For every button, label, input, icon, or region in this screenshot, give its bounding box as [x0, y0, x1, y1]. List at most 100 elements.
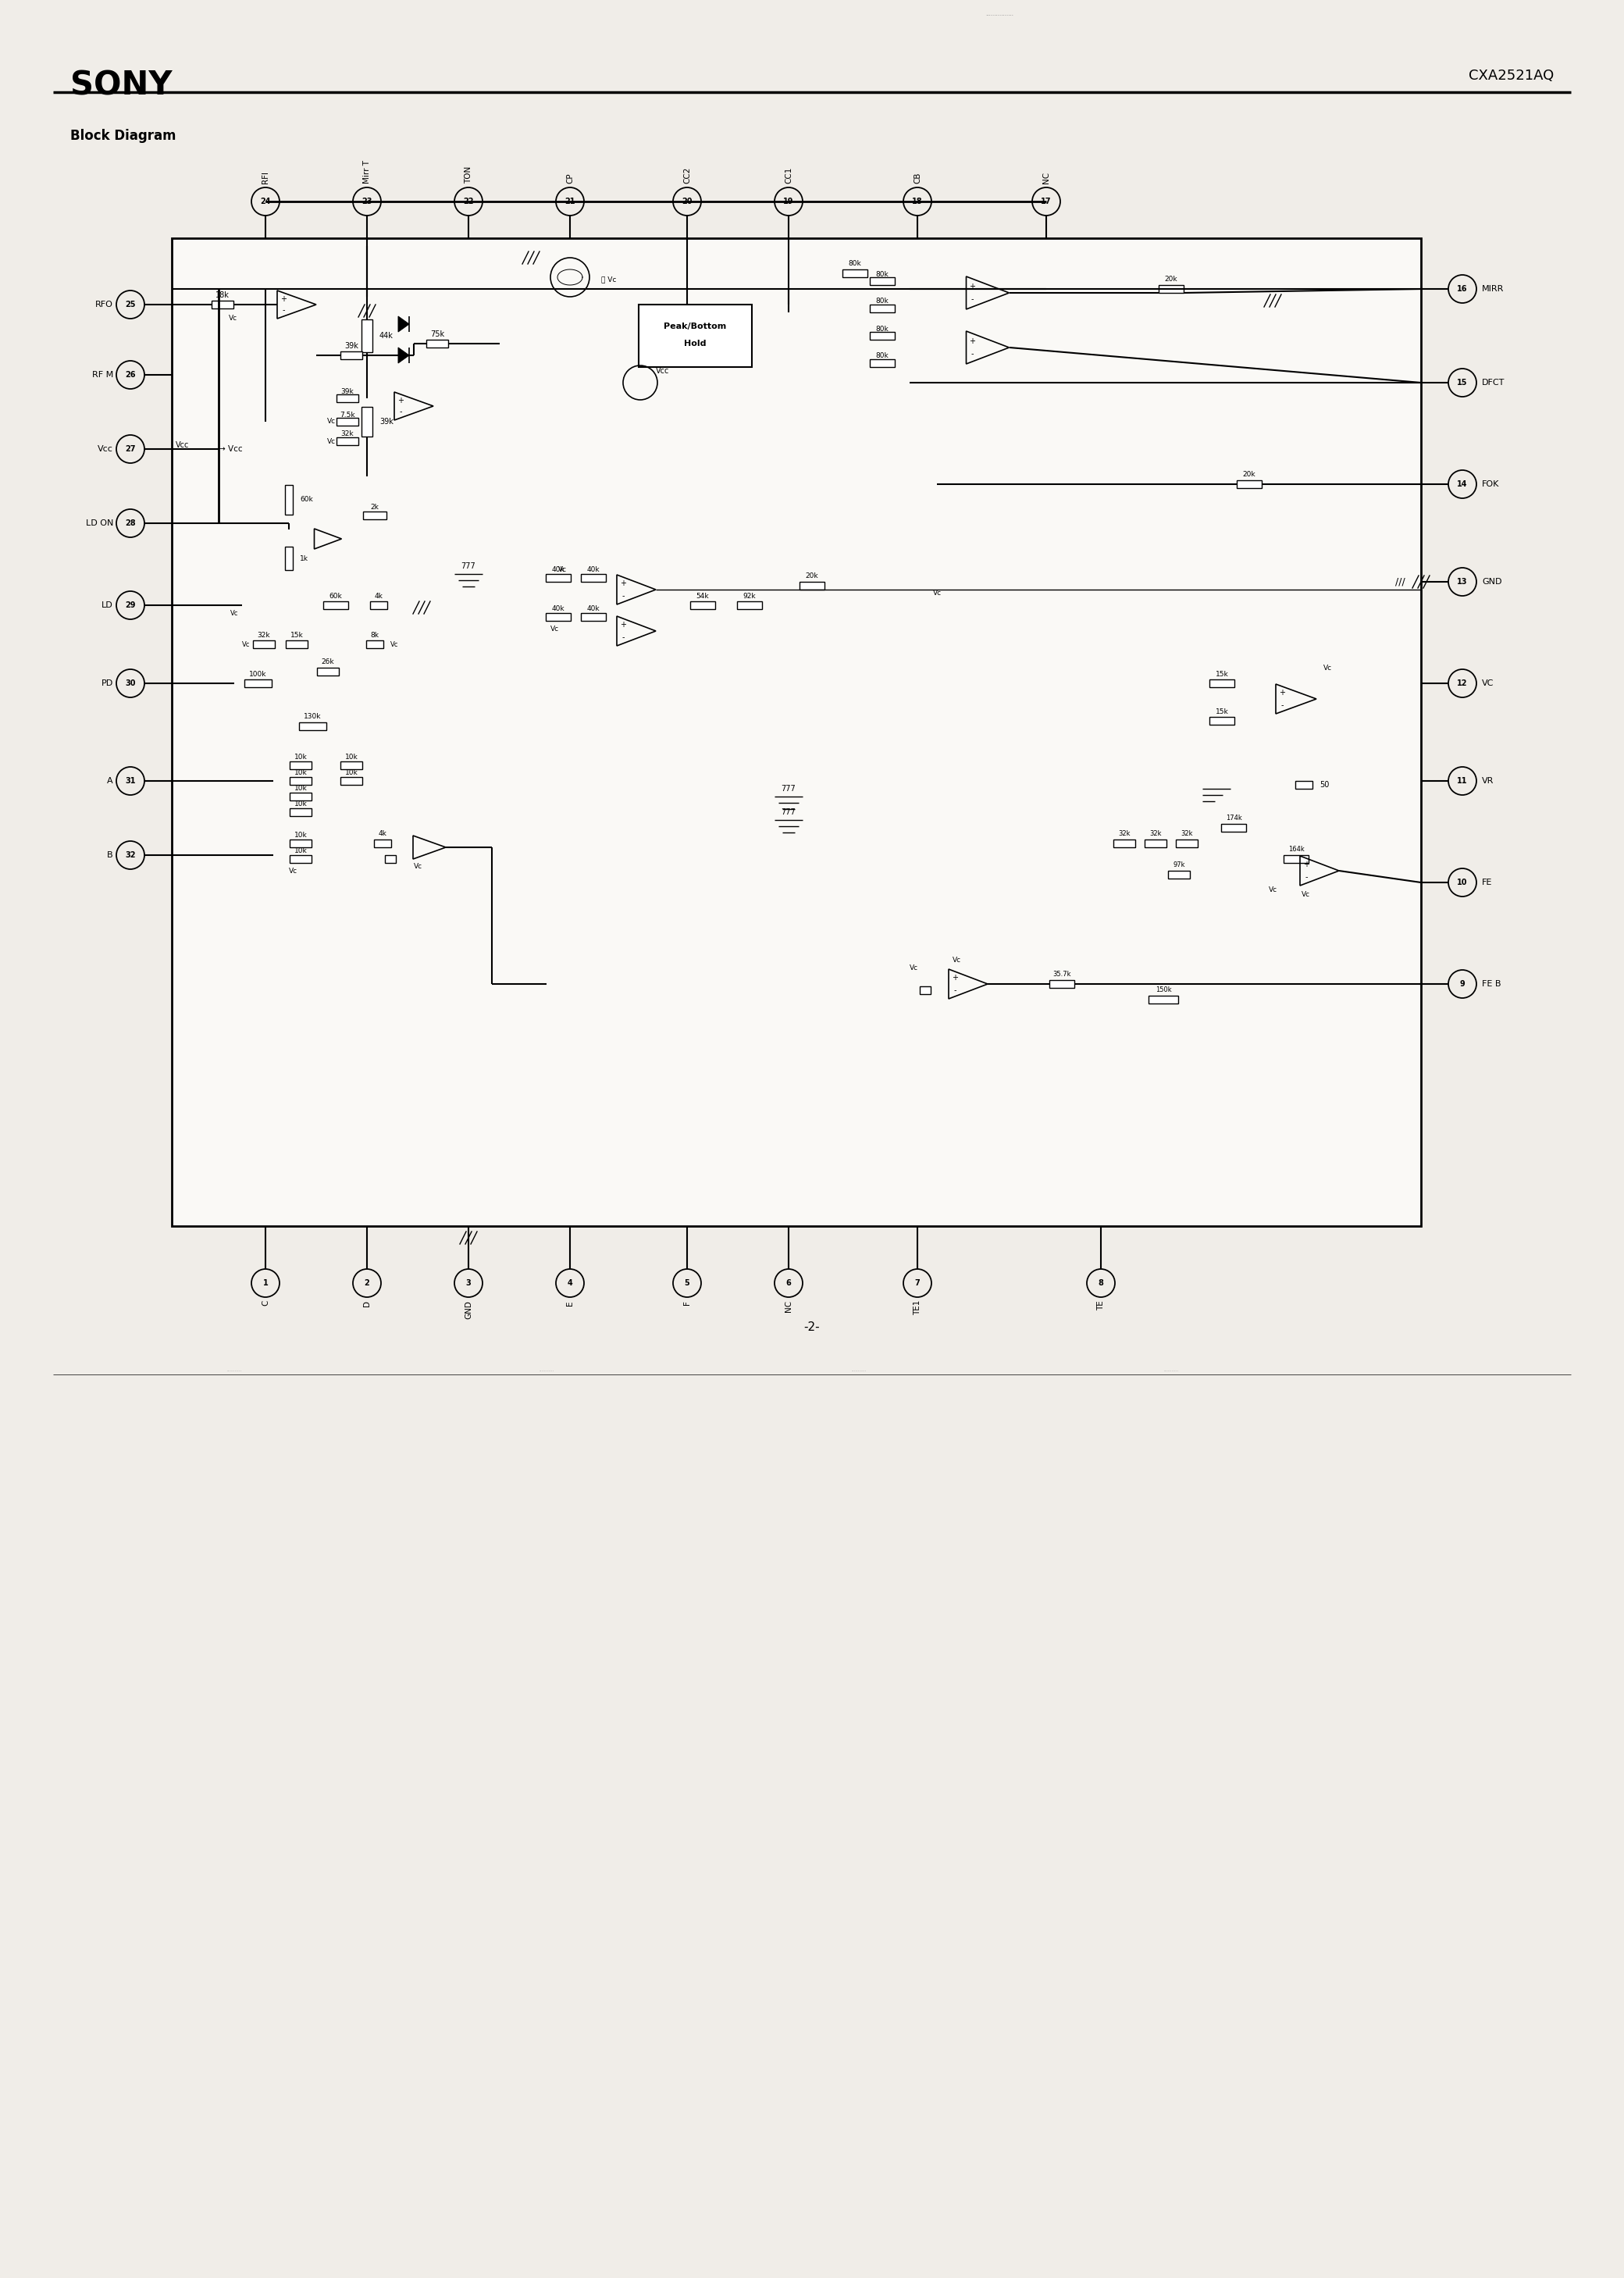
Text: 19: 19 [783, 198, 794, 205]
Text: 80k: 80k [875, 353, 888, 360]
Text: 32k: 32k [1150, 831, 1161, 838]
Text: 4k: 4k [375, 592, 383, 599]
Text: 20k: 20k [1164, 276, 1177, 282]
Text: RFO: RFO [96, 301, 114, 308]
Bar [286, 640, 307, 649]
Bar [843, 269, 867, 278]
Text: 150k: 150k [1155, 986, 1171, 993]
Text: NC: NC [1043, 171, 1051, 185]
Bar [919, 986, 931, 993]
Text: +: + [398, 396, 404, 405]
Text: 7: 7 [914, 1280, 921, 1287]
Text: 100k: 100k [248, 670, 266, 677]
Text: ...........: ........... [1164, 1369, 1179, 1374]
Text: C: C [261, 1301, 270, 1305]
Text: FE: FE [1483, 879, 1492, 886]
Text: -: - [622, 592, 624, 599]
Bar [1148, 995, 1177, 1005]
Text: 130k: 130k [304, 713, 322, 720]
Text: PD: PD [101, 679, 114, 688]
Text: 4k: 4k [378, 831, 387, 838]
Text: 60k: 60k [330, 592, 343, 599]
Text: ⬜ Vc: ⬜ Vc [601, 276, 617, 282]
Text: -2-: -2- [804, 1321, 820, 1333]
Text: -: - [1281, 702, 1283, 708]
Text: 10k: 10k [294, 847, 307, 854]
Text: 8: 8 [1098, 1280, 1104, 1287]
Text: TON: TON [464, 166, 473, 185]
Text: 28: 28 [125, 519, 136, 526]
Bar [870, 278, 895, 285]
Text: 97k: 97k [1173, 861, 1186, 868]
Text: VR: VR [1483, 777, 1494, 786]
Text: 777: 777 [461, 563, 476, 570]
Text: 3: 3 [466, 1280, 471, 1287]
Text: Vc: Vc [242, 640, 250, 647]
Text: 13: 13 [1457, 579, 1468, 585]
Text: -: - [400, 408, 401, 415]
Bar [1237, 481, 1262, 487]
Text: ...........: ........... [227, 1369, 242, 1374]
Text: Vc: Vc [909, 966, 918, 973]
Text: 54k: 54k [697, 592, 710, 599]
Text: +: + [620, 581, 627, 588]
Text: 12: 12 [1457, 679, 1468, 688]
Text: 6: 6 [786, 1280, 791, 1287]
Text: Vc: Vc [551, 624, 559, 633]
Bar [370, 601, 387, 608]
Bar [1210, 718, 1234, 724]
Bar [323, 601, 348, 608]
Text: 92k: 92k [744, 592, 757, 599]
Text: 15: 15 [1457, 378, 1468, 387]
Text: 777: 777 [781, 786, 796, 793]
Text: ///: /// [1395, 576, 1405, 588]
Text: → Vcc: → Vcc [219, 444, 242, 453]
Text: +: + [970, 337, 976, 344]
Bar [211, 301, 234, 308]
Bar [317, 667, 339, 677]
Text: A: A [107, 777, 114, 786]
Text: GND: GND [464, 1301, 473, 1319]
Text: Peak/Bottom: Peak/Bottom [664, 323, 726, 330]
Bar [253, 640, 274, 649]
Bar [336, 437, 359, 444]
Text: 39k: 39k [380, 417, 393, 426]
Bar [385, 854, 396, 863]
Bar [1049, 980, 1075, 989]
Bar [1168, 870, 1190, 879]
Text: ................: ................ [986, 11, 1013, 16]
Text: 26k: 26k [322, 658, 335, 665]
Text: ...........: ........... [851, 1369, 866, 1374]
Bar [1145, 841, 1166, 847]
Text: FE B: FE B [1483, 980, 1501, 989]
Text: 27: 27 [125, 444, 136, 453]
Bar [284, 547, 292, 570]
Text: D: D [364, 1301, 370, 1308]
Text: 80k: 80k [875, 298, 888, 305]
Text: 17: 17 [1041, 198, 1051, 205]
Bar [799, 581, 825, 590]
Text: -: - [283, 305, 284, 314]
Text: FOK: FOK [1483, 481, 1499, 487]
Text: 2k: 2k [370, 503, 378, 510]
Bar [341, 761, 362, 770]
Text: 15k: 15k [291, 631, 304, 638]
Text: 4: 4 [567, 1280, 573, 1287]
Bar [1210, 679, 1234, 688]
Text: -: - [971, 351, 974, 358]
Text: Vc: Vc [414, 863, 422, 870]
Text: 10k: 10k [294, 786, 307, 793]
Bar [870, 333, 895, 339]
Bar [172, 239, 1421, 1226]
Bar [289, 761, 312, 770]
Bar [1114, 841, 1135, 847]
Text: 32k: 32k [1181, 831, 1192, 838]
Text: Vcc: Vcc [656, 367, 669, 376]
Text: 10k: 10k [344, 770, 357, 777]
Text: 80k: 80k [875, 271, 888, 278]
Text: 40k: 40k [586, 606, 599, 613]
Bar [362, 319, 372, 353]
Text: 39k: 39k [344, 342, 359, 351]
Bar [546, 574, 570, 581]
Text: Vc: Vc [932, 590, 942, 597]
